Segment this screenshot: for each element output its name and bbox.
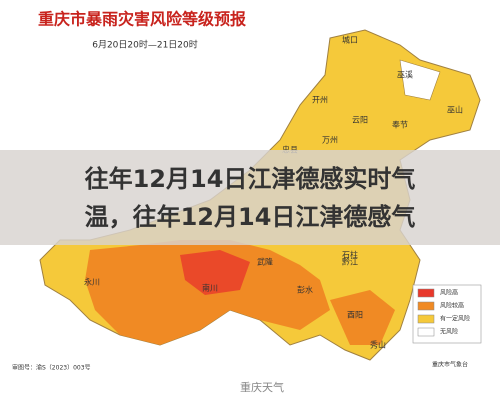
district-label: 秀山 xyxy=(370,340,386,350)
district-label: 城口 xyxy=(342,36,358,45)
map-number: 审图号：渝S（2023）003号 xyxy=(12,364,91,372)
district-label: 石柱 xyxy=(342,250,358,260)
legend-swatch xyxy=(417,314,435,324)
district-label: 万州 xyxy=(322,136,338,145)
district-label: 永川 xyxy=(84,277,100,287)
district-label: 巫山 xyxy=(447,105,463,115)
district-label: 开州 xyxy=(312,96,328,105)
district-label: 巫溪 xyxy=(397,70,413,80)
source: 重庆市气象台 xyxy=(432,361,468,369)
district-label: 奉节 xyxy=(392,120,408,130)
legend-swatch xyxy=(417,288,435,298)
legend-label: 无风险 xyxy=(440,328,458,336)
highest-risk-area xyxy=(180,250,250,295)
district-label: 南川 xyxy=(202,283,218,293)
overlay-text: 往年12月14日江津德感实时气 xyxy=(85,165,416,193)
district-label: 武隆 xyxy=(257,257,273,267)
map-subtitle: 6月20日20时—21日20时 xyxy=(92,39,198,51)
high-risk-area xyxy=(330,290,395,345)
legend-label: 风险较高 xyxy=(440,302,464,310)
overlay-band xyxy=(0,150,500,245)
watermark: 重庆天气 xyxy=(240,380,284,394)
district-label: 黔江 xyxy=(342,257,358,267)
legend-swatch xyxy=(417,301,435,311)
district-label: 彭水 xyxy=(297,285,313,295)
district-label: 酉阳 xyxy=(347,311,363,320)
map-title: 重庆市暴雨灾害风险等级预报 xyxy=(38,10,246,29)
district-label: 云阳 xyxy=(352,116,368,125)
overlay-text: 温，往年12月14日江津德感气 xyxy=(85,203,416,231)
legend-label: 有一定风险 xyxy=(440,315,470,323)
legend-swatch xyxy=(417,327,435,337)
legend-label: 风险高 xyxy=(440,289,458,297)
no-risk-area xyxy=(399,59,441,101)
